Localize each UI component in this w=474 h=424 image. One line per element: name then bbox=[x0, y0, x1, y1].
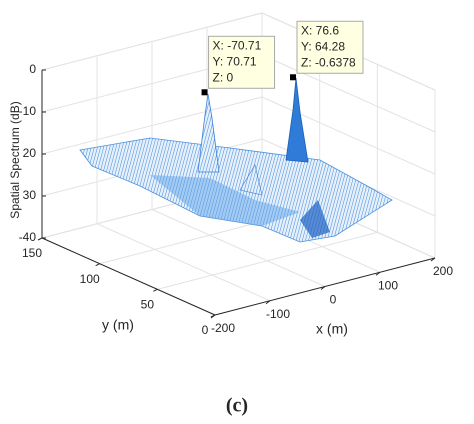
y-axis bbox=[41, 237, 216, 316]
datatip-label: Y: 64.28 bbox=[301, 39, 345, 53]
x-axis-label: x (m) bbox=[316, 321, 348, 337]
surface bbox=[79, 77, 393, 243]
box-edge bbox=[41, 12, 263, 71]
y-tick bbox=[95, 263, 100, 267]
datatip-label: Z: 0 bbox=[213, 70, 234, 84]
x-tick bbox=[375, 271, 381, 276]
z-tick-label: 20 bbox=[23, 146, 37, 160]
axes: -200 -100 0 100 200 0 50 100 150 0 -10 20 30 -40 X: -7… bbox=[19, 20, 453, 337]
z-tick-label: 30 bbox=[23, 188, 37, 202]
grid-line bbox=[261, 54, 436, 133]
y-tick-label: 0 bbox=[202, 323, 209, 337]
z-tick-label: -10 bbox=[19, 104, 37, 118]
y-tick-label: 50 bbox=[141, 298, 155, 312]
y-tick-label: 150 bbox=[22, 246, 42, 260]
z-tick-label: 0 bbox=[29, 62, 36, 76]
datatip-box bbox=[208, 35, 276, 89]
x-tick-label: 0 bbox=[330, 293, 337, 307]
datatip-box bbox=[296, 20, 364, 74]
y-tick-label: 100 bbox=[80, 272, 100, 286]
z-axis-label: Spatial Spectrum (dB) bbox=[8, 101, 22, 218]
x-tick-label: 200 bbox=[433, 264, 453, 278]
caption: (c) bbox=[226, 395, 248, 417]
datatip-label: X: -70.71 bbox=[213, 38, 262, 52]
grid-line bbox=[151, 209, 326, 287]
datatip-label: X: 76.6 bbox=[301, 23, 339, 37]
datatip-marker bbox=[201, 89, 208, 96]
grid-line bbox=[261, 96, 436, 175]
datatip-label: Z: -0.6378 bbox=[301, 55, 356, 69]
grid-line bbox=[41, 96, 263, 155]
grid-line bbox=[157, 231, 378, 290]
datatip-label: Y: 70.71 bbox=[213, 54, 257, 68]
x-tick-label: -100 bbox=[266, 307, 290, 321]
z-tick-label: -40 bbox=[19, 230, 37, 244]
y-tick bbox=[153, 288, 158, 292]
x-tick-label: 100 bbox=[378, 278, 398, 292]
x-tick-label: -200 bbox=[211, 321, 235, 335]
x-tick bbox=[265, 300, 271, 305]
grid-line bbox=[96, 223, 271, 302]
y-axis-label: y (m) bbox=[102, 317, 134, 333]
x-tick bbox=[430, 257, 436, 262]
y-tick bbox=[37, 237, 43, 241]
datatip-marker bbox=[289, 74, 296, 81]
y-tick bbox=[210, 314, 216, 318]
x-tick bbox=[320, 286, 326, 290]
